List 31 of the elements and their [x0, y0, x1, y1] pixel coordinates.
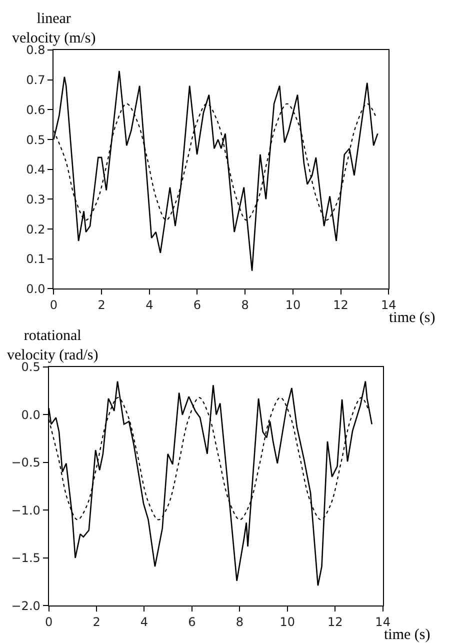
- y-tick-label: 0.0: [26, 282, 46, 296]
- x-tick-label: 12: [327, 615, 343, 630]
- x-tick-label: 6: [188, 615, 196, 630]
- x-tick-label: 12: [333, 298, 348, 312]
- x-tick-label: 0: [44, 615, 53, 630]
- x-axis-title: time (s): [384, 627, 430, 643]
- x-tick-label: 10: [285, 298, 301, 312]
- x-tick-label: 4: [146, 298, 154, 312]
- y-tick-label: 0.1: [26, 252, 46, 266]
- y-tick-label: 0.2: [26, 222, 46, 236]
- y-tick-label: 0.4: [26, 162, 46, 177]
- x-tick-label: 14: [375, 615, 390, 630]
- x-tick-label: 10: [280, 615, 296, 630]
- y-tick-label: 0.5: [26, 132, 46, 147]
- y-tick-label: 0.7: [26, 73, 46, 88]
- y-tick-label: 0.3: [26, 192, 46, 206]
- y-tick-label: −0.5: [11, 456, 40, 470]
- x-tick-label: 2: [92, 615, 100, 630]
- y-tick-label: −1.0: [11, 503, 40, 518]
- x-tick-label: 14: [381, 298, 396, 312]
- y-tick-label: 0.0: [21, 408, 40, 422]
- y-tick-label: 0.6: [26, 102, 46, 117]
- y-tick-label: −2.0: [11, 598, 40, 613]
- x-tick-label: 8: [236, 615, 244, 630]
- x-tick-label: 0: [50, 298, 58, 312]
- x-tick-label: 2: [98, 298, 106, 312]
- x-axis-title: time (s): [389, 310, 436, 326]
- x-tick-label: 8: [241, 298, 249, 312]
- x-tick-label: 6: [193, 298, 202, 312]
- x-tick-label: 4: [140, 615, 148, 630]
- y-tick-label: −1.5: [11, 551, 40, 566]
